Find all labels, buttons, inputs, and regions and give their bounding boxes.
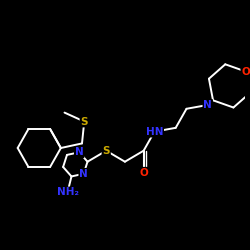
Text: N: N (75, 147, 84, 157)
Text: S: S (102, 146, 110, 156)
Text: S: S (80, 116, 88, 126)
Text: O: O (241, 66, 250, 76)
Text: N: N (79, 169, 88, 179)
Text: NH₂: NH₂ (56, 188, 78, 198)
Text: HN: HN (146, 127, 163, 137)
Text: N: N (204, 100, 212, 110)
Text: O: O (139, 168, 148, 178)
